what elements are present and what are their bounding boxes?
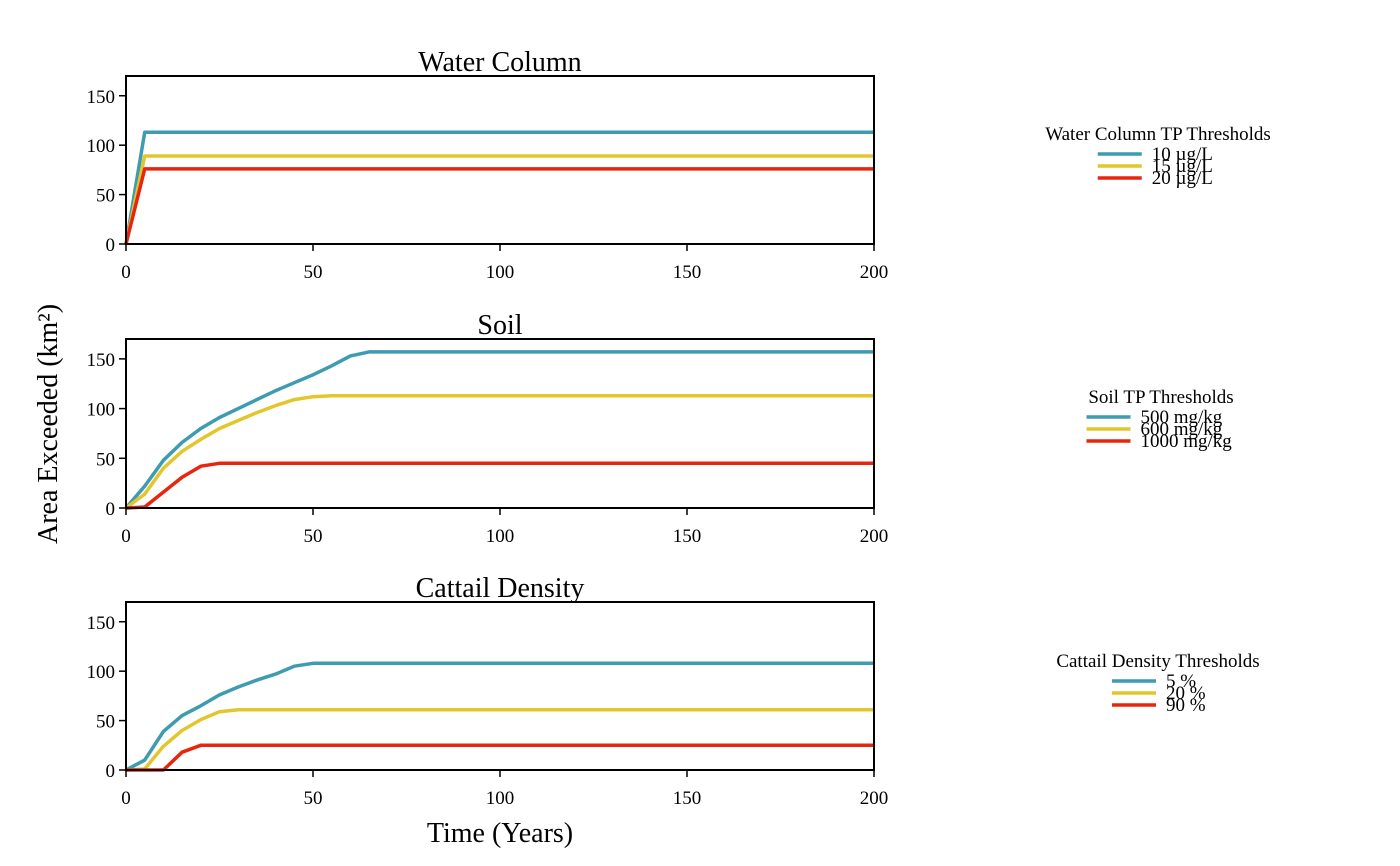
x-tick-label: 150: [673, 262, 702, 283]
y-axis-title: Area Exceeded (km²): [33, 304, 64, 544]
plot-frame: [125, 338, 875, 509]
series-line: [125, 461, 874, 510]
legend-label: 20 %: [1166, 683, 1206, 704]
y-tick-label: 50: [96, 186, 115, 207]
x-tick-label: 100: [486, 788, 515, 809]
chart-panel: Water Column 0 50 100 150 200 0 50 100 150 Water C…: [87, 47, 1271, 283]
y-tick-label: 0: [106, 499, 116, 520]
y-tick-label: 50: [96, 449, 115, 470]
chart-panel: Soil 0 50 100 150 200 0 50 100 150 Soil TP Thresho…: [87, 310, 1234, 547]
chart-title: Cattail Density: [416, 573, 585, 604]
chart-panel: Cattail Density 0 50 100 150 200 0 50 100 150 Catt…: [87, 573, 1260, 809]
legend-label: 5 %: [1166, 671, 1196, 692]
panels: Water Column 0 50 100 150 200 0 50 100 150 Water C…: [87, 47, 1271, 809]
y-tick-label: 0: [106, 761, 116, 782]
x-tick-label: 0: [121, 262, 131, 283]
x-tick-label: 150: [673, 788, 702, 809]
y-tick-label: 150: [87, 87, 116, 108]
x-tick-label: 150: [673, 526, 702, 547]
y-tick-label: 100: [87, 662, 116, 683]
x-tick-label: 50: [304, 526, 323, 547]
series-line: [124, 393, 874, 510]
x-axis-title: Time (Years): [427, 818, 573, 849]
series-line: [124, 130, 874, 245]
legend-title: Soil TP Thresholds: [1088, 387, 1233, 408]
series-line: [124, 167, 874, 245]
x-tick-label: 50: [304, 788, 323, 809]
chart-title: Soil: [477, 310, 522, 341]
x-tick-label: 50: [304, 262, 323, 283]
legend-title: Cattail Density Thresholds: [1056, 651, 1259, 672]
y-tick-label: 150: [87, 613, 116, 634]
plot-frame: [125, 75, 875, 245]
legend-title: Water Column TP Thresholds: [1045, 124, 1271, 145]
y-tick-label: 50: [96, 712, 115, 733]
x-tick-label: 0: [121, 788, 131, 809]
y-tick-label: 0: [106, 235, 116, 256]
y-tick-label: 150: [87, 350, 116, 371]
x-tick-label: 200: [860, 526, 889, 547]
legend-label: 90 %: [1166, 695, 1206, 716]
legend-label: 1000 mg/kg: [1141, 431, 1233, 452]
legend-label: 600 mg/kg: [1141, 419, 1223, 440]
y-tick-label: 100: [87, 136, 116, 157]
series-line: [126, 743, 874, 772]
legend-label: 20 µg/L: [1152, 168, 1213, 189]
series-line: [125, 707, 874, 772]
x-tick-label: 0: [121, 526, 131, 547]
series-line: [124, 350, 874, 510]
y-tick-label: 100: [87, 400, 116, 421]
series-line: [125, 661, 874, 772]
x-tick-label: 100: [486, 526, 515, 547]
legend-label: 10 µg/L: [1152, 144, 1213, 165]
legend-label: 15 µg/L: [1152, 156, 1213, 177]
x-tick-label: 100: [486, 262, 515, 283]
x-tick-label: 200: [860, 788, 889, 809]
x-tick-label: 200: [860, 262, 889, 283]
legend-label: 500 mg/kg: [1141, 407, 1223, 428]
chart-title: Water Column: [418, 47, 581, 78]
